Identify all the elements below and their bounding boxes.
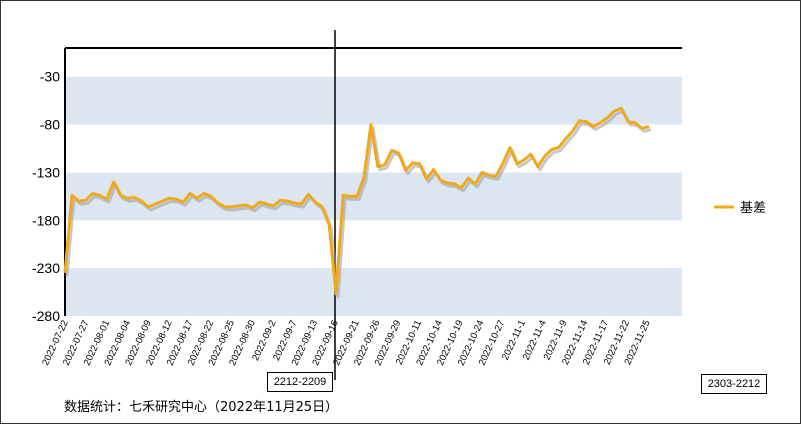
x-axis-ticks: 2022-07-222022-07-272022-08-012022-08-04… <box>40 319 653 368</box>
y-tick-label: -80 <box>40 117 60 133</box>
y-tick-label: -230 <box>32 260 60 276</box>
y-tick-label: -180 <box>32 212 60 228</box>
y-tick-label: -130 <box>32 164 60 180</box>
series-line-basis <box>63 106 650 296</box>
y-tick-label: -280 <box>32 308 60 324</box>
y-tick-label: -30 <box>40 69 60 85</box>
legend-label: 基差 <box>740 201 766 216</box>
legend: 基差 <box>714 201 766 216</box>
series-layer <box>63 106 652 299</box>
y-axis-ticks: -30 -80 -130 -180 -230 -280 <box>32 69 60 324</box>
series-shadow <box>65 109 652 299</box>
grid-band <box>65 172 682 221</box>
grid-bands <box>65 76 682 316</box>
grid-band <box>65 76 682 125</box>
contract-spread-label-2303-2212: 2303-2212 <box>701 374 767 394</box>
grid-band <box>65 268 682 316</box>
contract-spread-label-2212-2209: 2212-2209 <box>267 372 333 392</box>
data-source-note: 数据统计：七禾研究中心（2022年11月25日） <box>64 400 339 415</box>
